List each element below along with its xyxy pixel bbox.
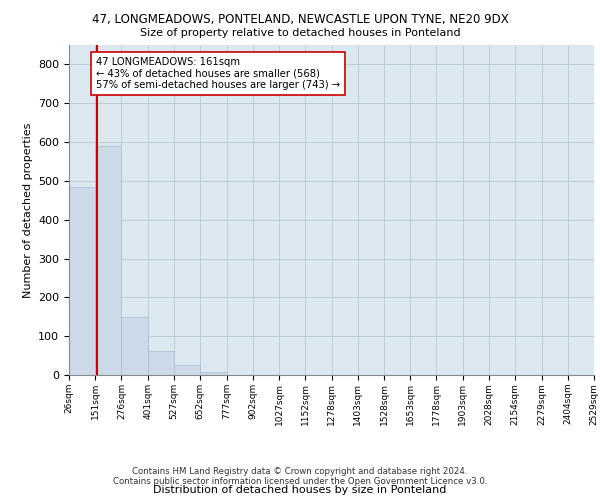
Text: Contains public sector information licensed under the Open Government Licence v3: Contains public sector information licen… [113, 477, 487, 486]
Text: 47 LONGMEADOWS: 161sqm
← 43% of detached houses are smaller (568)
57% of semi-de: 47 LONGMEADOWS: 161sqm ← 43% of detached… [96, 56, 340, 90]
Bar [69, 188, 95, 375]
Bar [148, 351, 174, 375]
Bar [95, 146, 121, 375]
Text: Size of property relative to detached houses in Ponteland: Size of property relative to detached ho… [140, 28, 460, 38]
Bar [121, 317, 148, 375]
Text: Distribution of detached houses by size in Ponteland: Distribution of detached houses by size … [154, 485, 446, 495]
Y-axis label: Number of detached properties: Number of detached properties [23, 122, 32, 298]
Bar [200, 372, 227, 375]
Text: Contains HM Land Registry data © Crown copyright and database right 2024.: Contains HM Land Registry data © Crown c… [132, 467, 468, 476]
Bar [174, 366, 200, 375]
Text: 47, LONGMEADOWS, PONTELAND, NEWCASTLE UPON TYNE, NE20 9DX: 47, LONGMEADOWS, PONTELAND, NEWCASTLE UP… [92, 12, 508, 26]
